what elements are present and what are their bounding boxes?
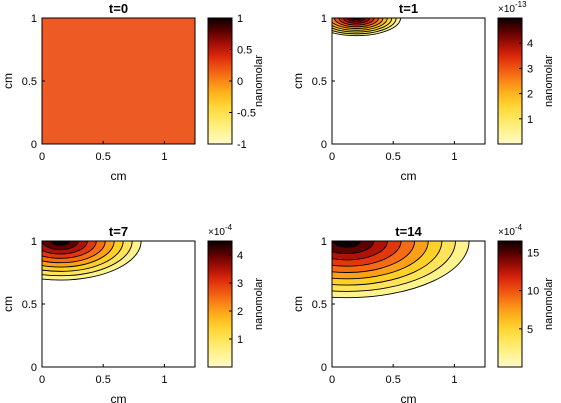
- x-tick-label: 1: [451, 374, 457, 386]
- colorbar-tick-label: 1: [237, 13, 243, 25]
- colorbar: 4 3 2 1 nanomolar ×10-13: [497, 0, 555, 145]
- y-tick-label: 0.5: [312, 76, 327, 88]
- panel-title: t=0: [109, 1, 128, 16]
- y-tick-label: 0.5: [312, 299, 327, 311]
- colorbar-tick-label: 3: [527, 63, 533, 75]
- colorbar-multiplier: ×10-13: [498, 0, 527, 15]
- y-tick-label: 0.5: [22, 76, 37, 88]
- x-tick-label: 0.5: [96, 151, 111, 163]
- multiplier-base: ×10: [498, 227, 515, 238]
- colorbar-scale: [497, 240, 523, 368]
- x-tick-label: 1: [451, 151, 457, 163]
- x-axis-label: cm: [401, 169, 417, 183]
- y-axis-label: cm: [291, 73, 305, 89]
- panel-title: t=1: [399, 1, 418, 16]
- x-tick-label: 0.5: [386, 374, 401, 386]
- colorbar-scale: [207, 17, 233, 145]
- x-tick-label: 0: [329, 374, 335, 386]
- colorbar-tick-label: -1: [237, 139, 247, 151]
- y-tick-label: 0: [31, 362, 37, 374]
- y-tick-label: 0: [321, 362, 327, 374]
- y-tick-label: 0: [321, 139, 327, 151]
- multiplier-base: ×10: [498, 4, 515, 15]
- plot-area: [42, 18, 195, 144]
- colorbar-scale: [207, 240, 233, 368]
- panel-2: 0 0.5 1 0 0.5 1 t=1 cm cm 4 3 2 1 nanomolar ×10-13: [291, 0, 555, 183]
- colorbar-tick-label: 0.5: [237, 45, 252, 57]
- multiplier-base: ×10: [208, 227, 225, 238]
- plot-area: [42, 241, 142, 281]
- colorbar-tick-label: 2: [237, 306, 243, 318]
- y-tick-label: 0: [31, 139, 37, 151]
- y-tick-label: 1: [321, 13, 327, 25]
- y-axis-label: cm: [1, 296, 15, 312]
- contour-level-1: [332, 241, 361, 248]
- colorbar-label: nanomolar: [543, 55, 555, 107]
- x-tick-label: 0: [329, 151, 335, 163]
- colorbar-tick-label: 5: [527, 324, 533, 336]
- plot-frame: [331, 17, 486, 145]
- colorbar: 15 10 5 nanomolar ×10-4: [497, 223, 555, 368]
- plot-area: [332, 241, 470, 299]
- colorbar-label: nanomolar: [253, 278, 265, 330]
- y-tick-label: 1: [31, 13, 37, 25]
- colorbar-tick-label: 1: [527, 114, 533, 126]
- colorbar-tick-label: 2: [527, 89, 533, 101]
- colorbar-multiplier: ×10-4: [208, 223, 233, 238]
- x-axis-label: cm: [401, 392, 417, 403]
- x-tick-label: 1: [161, 151, 167, 163]
- colorbar: 4 3 2 1 nanomolar ×10-4: [207, 223, 265, 368]
- panel-1: 0 0.5 1 0 0.5 1 t=0 cm cm 1 0.5 0 -0.5 -1 nanomolar: [1, 1, 265, 183]
- y-axis-label: cm: [1, 73, 15, 89]
- x-tick-label: 0.5: [96, 374, 111, 386]
- colorbar-label: nanomolar: [253, 55, 265, 107]
- colorbar-tick-label: -0.5: [237, 108, 256, 120]
- colorbar-tick-label: 4: [527, 38, 533, 50]
- colorbar-tick-label: 15: [527, 247, 539, 259]
- multiplier-exponent: -4: [515, 223, 523, 232]
- uniform-field: [42, 18, 195, 144]
- x-tick-label: 1: [161, 374, 167, 386]
- multiplier-exponent: -4: [225, 223, 233, 232]
- plot-area: [332, 18, 401, 37]
- colorbar-tick-label: 0: [237, 76, 243, 88]
- panel-3: 0 0.5 1 0 0.5 1 t=7 cm cm 4 3 2 1 nanomolar ×10-4: [1, 223, 265, 403]
- y-tick-label: 1: [31, 236, 37, 248]
- multiplier-exponent: -13: [515, 0, 527, 9]
- x-tick-label: 0.5: [386, 151, 401, 163]
- y-axis-label: cm: [291, 296, 305, 312]
- colorbar-tick-label: 4: [237, 250, 243, 262]
- colorbar-tick-label: 3: [237, 278, 243, 290]
- x-tick-label: 0: [39, 374, 45, 386]
- colorbar-tick-label: 10: [527, 286, 539, 298]
- y-tick-label: 1: [321, 236, 327, 248]
- colorbar-scale: [497, 17, 523, 145]
- x-tick-label: 0: [39, 151, 45, 163]
- panel-title: t=14: [395, 224, 422, 239]
- y-tick-label: 0.5: [22, 299, 37, 311]
- x-axis-label: cm: [111, 392, 127, 403]
- panel-title: t=7: [109, 224, 128, 239]
- x-axis-label: cm: [111, 169, 127, 183]
- colorbar-multiplier: ×10-4: [498, 223, 523, 238]
- colorbar: 1 0.5 0 -0.5 -1 nanomolar: [207, 13, 265, 151]
- colorbar-tick-label: 1: [237, 334, 243, 346]
- colorbar-label: nanomolar: [543, 278, 555, 330]
